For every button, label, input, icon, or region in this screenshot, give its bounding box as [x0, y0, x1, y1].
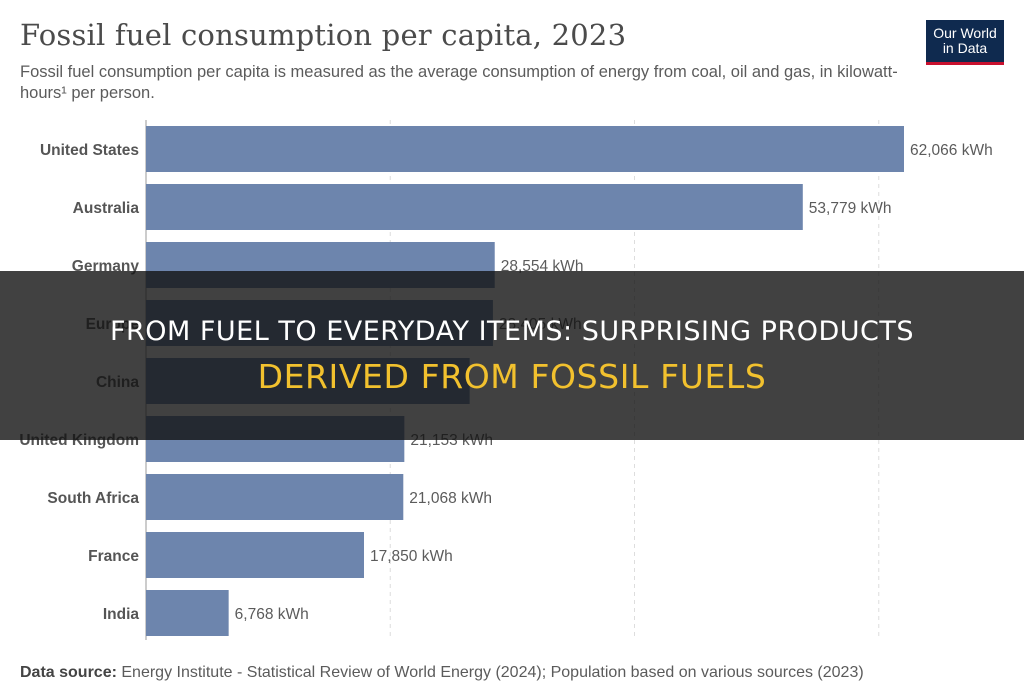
bar[interactable] [146, 532, 364, 578]
value-label: 62,066 kWh [910, 142, 993, 159]
value-label: 17,850 kWh [370, 548, 453, 565]
value-label: 53,779 kWh [809, 200, 892, 217]
headline-banner: From Fuel to Everyday Items: Surprising … [0, 271, 1024, 440]
banner-headline-line-1: From Fuel to Everyday Items: Surprising … [109, 315, 915, 347]
bar[interactable] [146, 590, 229, 636]
data-source: Data source: Energy Institute - Statisti… [20, 664, 864, 682]
category-label: India [103, 606, 140, 623]
category-label: Germany [72, 258, 140, 275]
bar[interactable] [146, 126, 904, 172]
bar[interactable] [146, 474, 404, 520]
bar[interactable] [146, 184, 803, 230]
category-label: France [88, 548, 139, 565]
logo-line-2: in Data [942, 40, 988, 56]
data-source-text: Energy Institute - Statistical Review of… [121, 664, 864, 681]
chart-subtitle: Fossil fuel consumption per capita is me… [20, 63, 898, 102]
chart-title: Fossil fuel consumption per capita, 2023 [20, 18, 627, 52]
our-world-in-data-logo[interactable]: Our World in Data [926, 20, 1004, 65]
value-label: 28,554 kWh [501, 258, 584, 275]
logo-line-1: Our World [933, 25, 997, 41]
category-label: South Africa [47, 490, 139, 507]
data-source-label: Data source: [20, 664, 117, 681]
banner-headline-line-2: Derived from Fossil Fuels [257, 356, 767, 396]
category-label: United States [40, 142, 139, 159]
category-label: Australia [73, 200, 140, 217]
value-label: 6,768 kWh [235, 606, 309, 623]
value-label: 21,068 kWh [409, 490, 492, 507]
